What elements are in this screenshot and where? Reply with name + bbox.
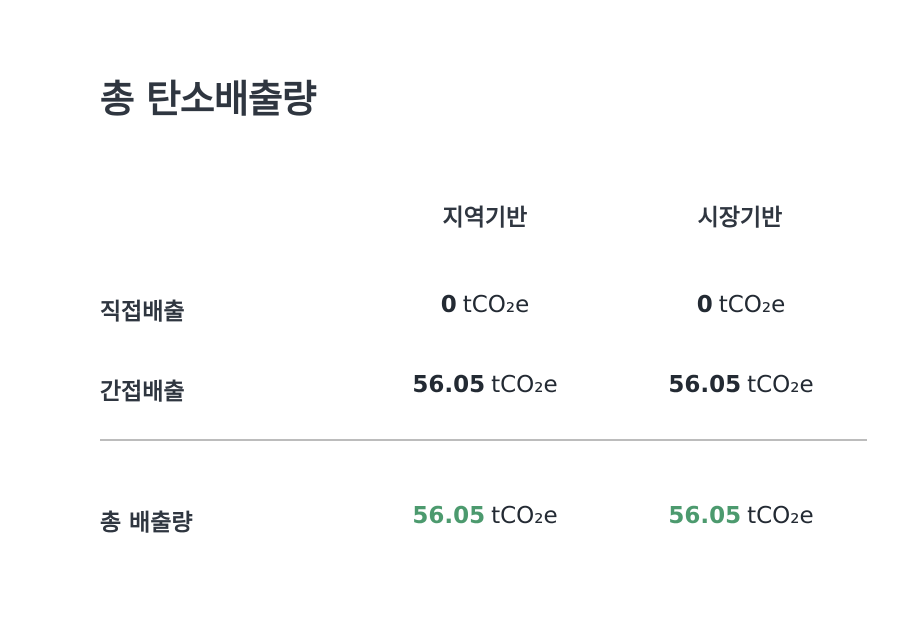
divider [100, 439, 867, 441]
value-unit: tCO₂e [747, 372, 814, 398]
row-label-direct-emissions: 직접배출 [100, 299, 185, 325]
direct-emissions-location-value: 0 tCO₂e [365, 292, 605, 318]
row-label-total-emissions: 총 배출량 [100, 510, 193, 536]
value-number: 56.05 [412, 503, 486, 529]
value-number: 56.05 [668, 372, 742, 398]
value-number: 56.05 [412, 372, 486, 398]
total-emissions-location-value: 56.05 tCO₂e [365, 503, 605, 529]
row-label-indirect-emissions: 간접배출 [100, 379, 185, 405]
value-number: 56.05 [668, 503, 742, 529]
value-number: 0 [696, 292, 713, 318]
value-unit: tCO₂e [462, 292, 530, 318]
total-emissions-market-value: 56.05 tCO₂e [621, 503, 861, 529]
value-unit: tCO₂e [747, 503, 814, 529]
column-header-market-based: 시장기반 [697, 205, 783, 231]
page-title: 총 탄소배출량 [100, 77, 317, 121]
indirect-emissions-location-value: 56.05 tCO₂e [365, 372, 605, 398]
column-header-location-based: 지역기반 [442, 205, 528, 231]
value-unit: tCO₂e [491, 372, 558, 398]
value-unit: tCO₂e [491, 503, 558, 529]
value-unit: tCO₂e [718, 292, 786, 318]
direct-emissions-market-value: 0 tCO₂e [621, 292, 861, 318]
value-number: 0 [440, 292, 457, 318]
indirect-emissions-market-value: 56.05 tCO₂e [621, 372, 861, 398]
